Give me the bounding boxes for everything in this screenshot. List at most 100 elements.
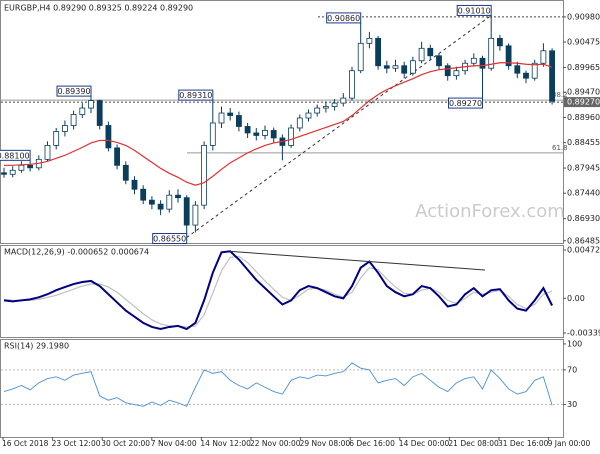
candle-body xyxy=(235,115,242,127)
candle-body xyxy=(392,65,399,69)
candle-body xyxy=(288,127,295,146)
candle-body xyxy=(244,126,251,134)
x-tick-label: 21 Dec 08:00 xyxy=(448,439,499,448)
y-tick-label: 0.004729 xyxy=(567,245,600,254)
candle-body xyxy=(114,147,120,166)
candle-body xyxy=(523,72,529,79)
y-tick-label: 100 xyxy=(567,339,582,348)
candle-body xyxy=(79,107,86,115)
y-tick-label: 0.00 xyxy=(567,294,585,303)
candle-body xyxy=(366,37,373,44)
candle-body xyxy=(70,114,77,126)
rsi-panel xyxy=(0,339,564,438)
y-tick-label: 0.89470 xyxy=(567,88,600,97)
candle-body xyxy=(322,106,329,109)
trendline xyxy=(186,15,492,238)
fib-label: 38.2 xyxy=(552,91,568,99)
y-tick-label: 70 xyxy=(567,365,577,374)
price-label: 0.88100 xyxy=(0,151,30,160)
price-box xyxy=(0,149,31,161)
rsi-line xyxy=(3,362,553,407)
macd-panel xyxy=(0,245,564,338)
candle-body xyxy=(270,130,277,139)
candle-body xyxy=(427,47,434,57)
price-label: 0.89270 xyxy=(449,99,482,108)
price-label: 0.86550 xyxy=(153,235,186,244)
candle-body xyxy=(122,164,129,181)
candle-body xyxy=(444,65,451,77)
candle-body xyxy=(183,197,190,226)
y-tick-label: 0.87440 xyxy=(567,189,600,198)
candle-body xyxy=(1,172,7,175)
x-tick-label: 30 Oct 20:00 xyxy=(101,439,150,448)
candle-body xyxy=(148,199,155,205)
y-tick-label: 0.86930 xyxy=(567,214,600,223)
macd-line xyxy=(3,250,553,331)
x-tick-label: 7 Nov 04:00 xyxy=(151,439,197,448)
x-tick-label: 23 Oct 12:00 xyxy=(52,439,101,448)
macd-label: MACD(12,26,9) -0.000652 0.000674 xyxy=(4,248,149,257)
price-label: 0.89390 xyxy=(57,87,90,96)
price-label: 0.89310 xyxy=(179,91,212,100)
candle-body xyxy=(18,164,25,171)
price-label: 0.91010 xyxy=(458,6,491,15)
y-tick-label: 0.89965 xyxy=(567,63,600,72)
candle-body xyxy=(540,50,547,64)
x-tick-label: 6 Dec 16:00 xyxy=(349,439,395,448)
candle-body xyxy=(157,203,164,210)
candle-body xyxy=(192,204,199,226)
candle-body xyxy=(53,131,60,146)
y-tick-label: 0.88960 xyxy=(567,113,600,122)
candle-body xyxy=(253,132,260,136)
candle-body xyxy=(131,179,138,190)
candle-body xyxy=(505,45,512,67)
candle-body xyxy=(314,107,321,114)
candle-body xyxy=(453,70,460,77)
candle-body xyxy=(218,112,225,124)
y-tick-label: 0.87945 xyxy=(567,164,600,173)
candle-body xyxy=(105,125,112,149)
candle-body xyxy=(409,60,416,74)
y-tick-label: 0.86485 xyxy=(567,236,600,245)
candle-body xyxy=(488,37,495,69)
moving-average xyxy=(4,62,553,186)
x-tick-label: 31 Dec 16:00 xyxy=(498,439,549,448)
candle-body xyxy=(140,188,147,201)
price-box xyxy=(326,12,362,24)
divergence-line xyxy=(230,250,486,271)
price-box xyxy=(448,97,483,109)
candle-body xyxy=(479,57,486,69)
candle-body xyxy=(201,145,208,206)
price-box xyxy=(56,85,92,97)
x-tick-label: 22 Nov 00:00 xyxy=(250,439,301,448)
candle-body xyxy=(96,100,103,126)
candle-body xyxy=(436,55,442,67)
rsi-label: RSI(14) 29.1980 xyxy=(4,342,69,351)
x-tick-label: 14 Nov 12:00 xyxy=(200,439,251,448)
candle-body xyxy=(401,65,408,74)
candle-body xyxy=(9,169,16,175)
main-panel xyxy=(0,0,564,244)
candle-body xyxy=(514,65,521,74)
y-tick-label: -0.003391 xyxy=(567,329,600,338)
x-tick-label: 9 Jan 00:00 xyxy=(548,439,591,448)
candle-body xyxy=(44,145,51,160)
candle-body xyxy=(227,112,234,116)
x-tick-label: 14 Dec 00:00 xyxy=(399,439,450,448)
x-tick-label: 29 Nov 08:00 xyxy=(300,439,351,448)
candle-body xyxy=(340,97,347,104)
candle-body xyxy=(305,112,312,119)
candle-body xyxy=(531,62,538,79)
x-tick-label: 16 Oct 2018 xyxy=(2,439,49,448)
current-price-box xyxy=(564,97,600,108)
candle-body xyxy=(470,57,477,64)
candle-body xyxy=(296,117,303,129)
price-box xyxy=(456,4,492,16)
watermark: ActionForex.com xyxy=(415,201,565,222)
candle-body xyxy=(349,70,355,99)
current-price-label: 0.89270 xyxy=(567,98,600,107)
candle-body xyxy=(175,194,181,199)
candle-body xyxy=(209,122,216,146)
candle-body xyxy=(88,100,94,109)
